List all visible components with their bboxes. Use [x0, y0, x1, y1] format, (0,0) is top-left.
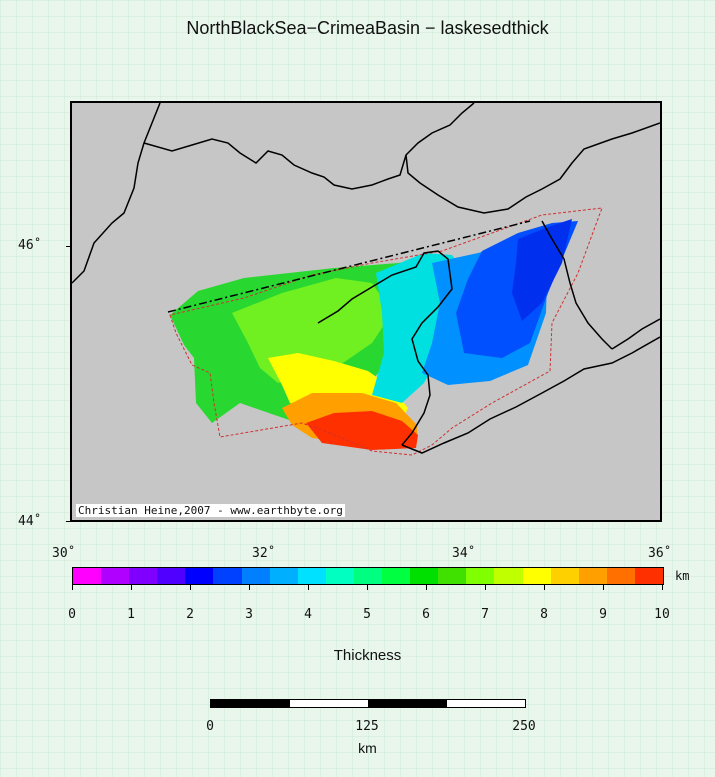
- coast-kerch: [541, 220, 613, 350]
- colorbar: [72, 567, 664, 585]
- coast-west: [72, 103, 161, 284]
- scale-segment-white: [446, 700, 525, 707]
- credit-text: Christian Heine,2007 - www.earthbyte.org: [76, 504, 345, 517]
- colorbar-segment: [213, 568, 242, 584]
- lon-label-34: 34˚: [452, 546, 476, 561]
- coast-azov: [405, 122, 660, 214]
- scale-segment-black: [211, 700, 290, 707]
- scale-label-0: 0: [206, 719, 214, 734]
- colorbar-segment: [578, 568, 607, 584]
- colorbar-segment: [410, 568, 439, 584]
- lat-tick: [66, 246, 71, 247]
- colorbar-tick-label: 6: [422, 607, 430, 622]
- colorbar-segment: [438, 568, 467, 584]
- colorbar-segment: [185, 568, 214, 584]
- colorbar-tick-label: 9: [599, 607, 607, 622]
- map-svg: [72, 103, 660, 456]
- coast-north: [143, 103, 475, 190]
- thickness-red-zone: [306, 411, 418, 450]
- colorbar-tick: [485, 585, 486, 590]
- colorbar-segment: [73, 568, 102, 584]
- lat-label-46: 46˚: [18, 238, 42, 253]
- colorbar-segment: [325, 568, 354, 584]
- scale-unit: km: [358, 740, 377, 756]
- thickness-lime-zone: [232, 278, 392, 383]
- colorbar-segment: [101, 568, 130, 584]
- boundary-dashdot-line: [167, 220, 531, 313]
- colorbar-tick: [544, 585, 545, 590]
- coast-crimea: [317, 250, 453, 446]
- colorbar-segment: [550, 568, 579, 584]
- scale-label-125: 125: [355, 719, 379, 734]
- colorbar-tick: [72, 585, 73, 590]
- colorbar-unit: km: [675, 569, 690, 583]
- colorbar-segment: [353, 568, 383, 584]
- colorbar-tick-label: 4: [304, 607, 312, 622]
- coastlines: [72, 103, 660, 454]
- colorbar-tick-label: 1: [127, 607, 135, 622]
- colorbar-tick-label: 0: [68, 607, 76, 622]
- colorbar-segment: [466, 568, 495, 584]
- colorbar-tick-label: 3: [245, 607, 253, 622]
- colorbar-tick-label: 2: [186, 607, 194, 622]
- lat-tick: [66, 521, 71, 522]
- colorbar-tick: [426, 585, 427, 590]
- colorbar-segment: [297, 568, 326, 584]
- colorbar-tick: [603, 585, 604, 590]
- colorbar-segment: [494, 568, 523, 584]
- thickness-darkblue-zone: [512, 219, 572, 321]
- basin-outline: [169, 207, 603, 456]
- scale-segment-white: [289, 700, 368, 707]
- colorbar-label: Thickness: [333, 647, 402, 664]
- scale-segment-black: [368, 700, 447, 707]
- colorbar-tick: [662, 585, 663, 590]
- colorbar-tick-label: 8: [540, 607, 548, 622]
- colorbar-segment: [269, 568, 298, 584]
- thickness-grid: [170, 219, 578, 450]
- colorbar-ticks: 0 1 2 3 4 5 6 7 8 9 10: [68, 585, 670, 622]
- lat-label-44: 44˚: [18, 514, 42, 529]
- lon-label-32: 32˚: [252, 546, 276, 561]
- colorbar-segment: [241, 568, 270, 584]
- colorbar-tick: [308, 585, 309, 590]
- colorbar-segment: [157, 568, 186, 584]
- scale-bar: [210, 699, 526, 708]
- coast-south: [611, 318, 660, 350]
- map-area[interactable]: Christian Heine,2007 - www.earthbyte.org: [70, 101, 662, 522]
- colorbar-segment: [522, 568, 551, 584]
- lon-label-30: 30˚: [52, 546, 76, 561]
- colorbar-segment: [606, 568, 635, 584]
- coast-east: [401, 336, 660, 454]
- colorbar-tick: [131, 585, 132, 590]
- lon-label-36: 36˚: [648, 546, 672, 561]
- colorbar-tick-label: 10: [654, 607, 670, 622]
- colorbar-tick: [367, 585, 368, 590]
- scale-label-250: 250: [512, 719, 536, 734]
- colorbar-tick-label: 7: [481, 607, 489, 622]
- colorbar-tick: [249, 585, 250, 590]
- colorbar-tick: [190, 585, 191, 590]
- colorbar-segment: [634, 568, 663, 584]
- colorbar-segment: [382, 568, 411, 584]
- colorbar-tick-label: 5: [363, 607, 371, 622]
- colorbar-segment: [129, 568, 158, 584]
- map-title: NorthBlackSea−CrimeaBasin − laskesedthic…: [186, 18, 549, 38]
